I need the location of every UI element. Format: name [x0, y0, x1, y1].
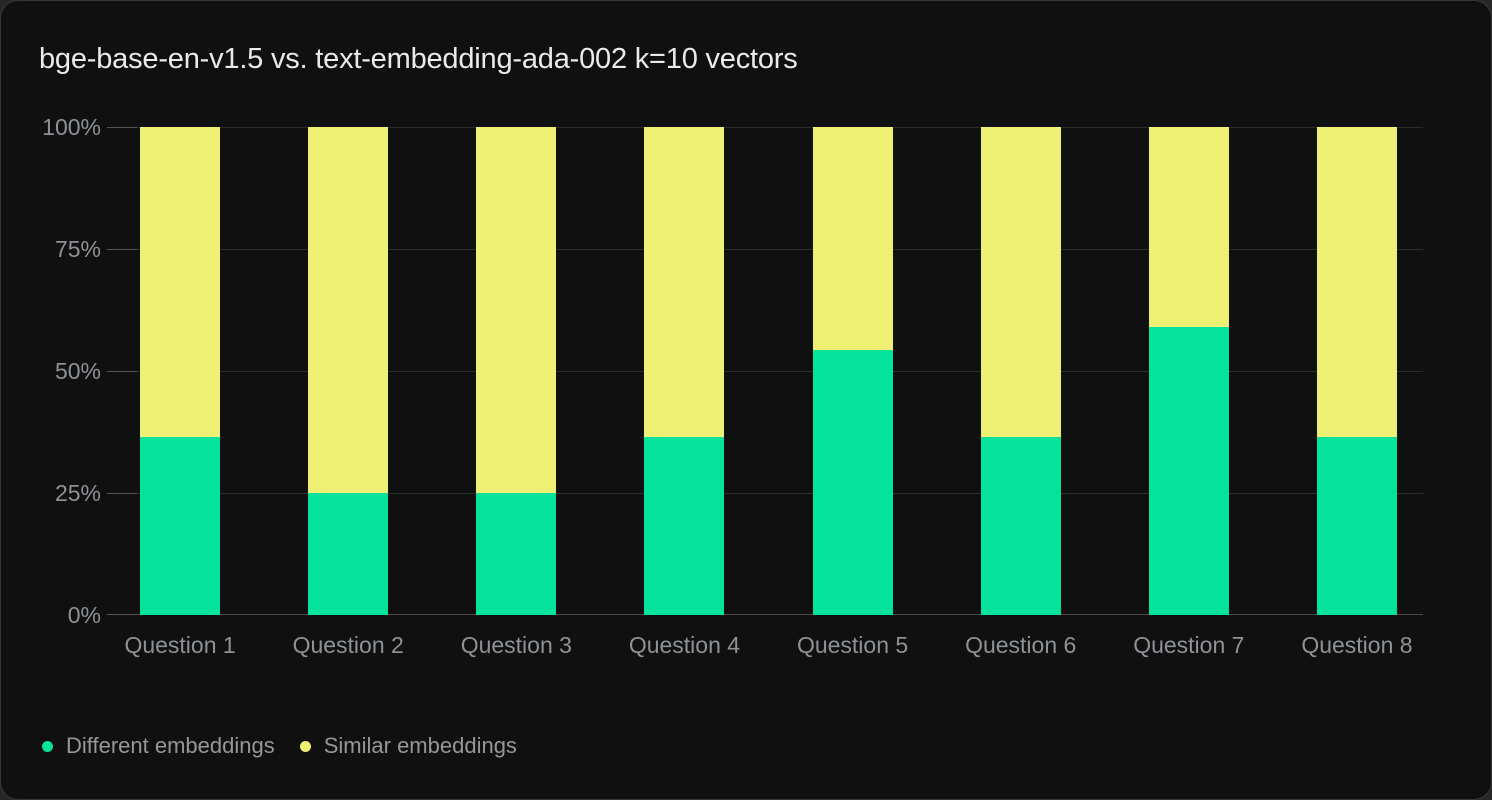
y-tick-25: [107, 493, 137, 494]
y-tick-100: [107, 127, 137, 128]
stacked-bar-7[interactable]: [1148, 127, 1229, 615]
segment-similar-embeddings[interactable]: [812, 127, 893, 351]
x-axis-label: Question 7: [1133, 632, 1245, 658]
stacked-bar-5[interactable]: [812, 127, 893, 615]
bar-slot: [1273, 127, 1441, 615]
segment-different-embeddings[interactable]: [1316, 436, 1397, 615]
x-axis-label: Question 1: [124, 632, 236, 658]
x-axis-labels: Question 1 Question 2 Question 3 Question 4…: [96, 632, 1441, 659]
segment-similar-embeddings[interactable]: [140, 127, 221, 437]
y-tick-50: [107, 371, 137, 372]
segment-similar-embeddings[interactable]: [1148, 127, 1229, 328]
bars: [96, 127, 1441, 615]
y-tick-75: [107, 249, 137, 250]
stacked-bar-6[interactable]: [980, 127, 1061, 615]
bar-slot: [264, 127, 432, 615]
segment-different-embeddings[interactable]: [812, 350, 893, 615]
segment-different-embeddings[interactable]: [140, 436, 221, 615]
legend-item-similar[interactable]: Similar embeddings: [299, 733, 517, 759]
bar-slot: [600, 127, 768, 615]
x-axis-label: Question 5: [796, 632, 909, 658]
bar-slot: [937, 127, 1105, 615]
segment-similar-embeddings[interactable]: [1316, 127, 1397, 437]
legend-label: Similar embeddings: [323, 733, 517, 758]
chart-title: bge-base-en-v1.5 vs. text-embedding-ada-…: [39, 43, 798, 75]
bar-slot: [1105, 127, 1273, 615]
stacked-bar-4[interactable]: [644, 127, 725, 615]
y-axis-label: 50%: [54, 358, 101, 384]
legend-dot-similar-icon: [299, 740, 311, 752]
stacked-bar-3[interactable]: [476, 127, 557, 615]
grid-layer: [96, 127, 1441, 615]
x-axis-label: Question 3: [460, 632, 572, 658]
bar-slot: [432, 127, 600, 615]
gridline-25: [107, 493, 1423, 494]
gridline-75: [107, 249, 1423, 250]
gridline-100: [107, 127, 1423, 128]
legend-dot-different-icon: [42, 740, 53, 752]
gridline-50: [107, 371, 1423, 372]
bar-slot: [769, 127, 937, 615]
y-axis-label: 75%: [54, 236, 101, 262]
segment-similar-embeddings[interactable]: [980, 127, 1061, 437]
axis-baseline: [107, 614, 1423, 615]
segment-similar-embeddings[interactable]: [308, 127, 389, 493]
stacked-bar-8[interactable]: [1316, 127, 1397, 615]
segment-different-embeddings[interactable]: [1148, 327, 1229, 615]
segment-different-embeddings[interactable]: [476, 493, 557, 615]
y-tick-0: [107, 614, 137, 615]
x-axis-label: Question 8: [1301, 632, 1413, 658]
legend-item-different[interactable]: Different embeddings: [42, 733, 275, 759]
stacked-bar-2[interactable]: [308, 127, 389, 615]
legend: Different embeddings Similar embeddings: [42, 733, 517, 759]
stacked-bar-1[interactable]: [140, 127, 221, 615]
bar-slot: [96, 127, 264, 615]
y-axis-label: 0%: [67, 602, 101, 628]
x-axis-label: Question 2: [292, 632, 404, 658]
x-axis-label: Question 6: [965, 632, 1077, 658]
y-axis-label: 100%: [42, 114, 101, 140]
segment-different-embeddings[interactable]: [980, 436, 1061, 615]
segment-different-embeddings[interactable]: [644, 436, 725, 615]
segment-similar-embeddings[interactable]: [644, 127, 725, 437]
y-axis-label: 25%: [54, 480, 101, 506]
x-axis-label: Question 4: [628, 632, 741, 658]
segment-similar-embeddings[interactable]: [476, 127, 557, 493]
segment-different-embeddings[interactable]: [308, 493, 389, 615]
legend-label: Different embeddings: [66, 733, 275, 758]
y-axis-labels: 100% 75% 50% 25% 0%: [1, 114, 101, 628]
